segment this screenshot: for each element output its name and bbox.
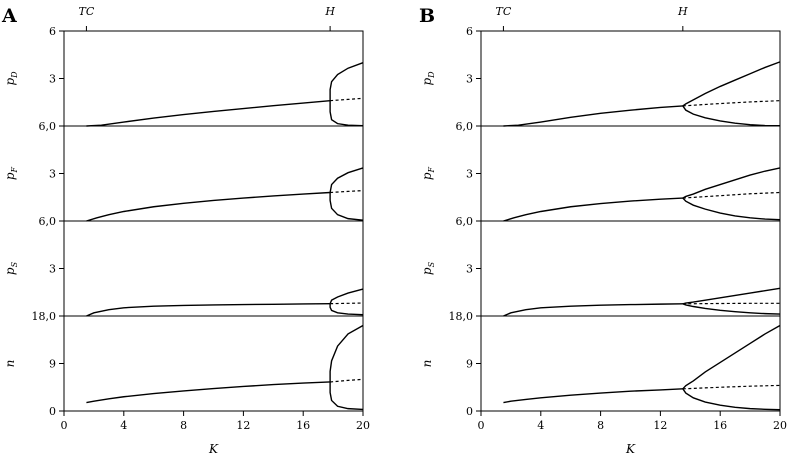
panel-b-pd-unstable-branch (682, 100, 781, 107)
panel-a-pf-stable-branch (86, 191, 331, 222)
panel-a-y-tick-label: 6 (49, 25, 56, 38)
panel-b-x-tick-label: 20 (773, 419, 787, 432)
panel-a-x-tick-label: 16 (296, 419, 310, 432)
panel-a-x-tick-label: 20 (356, 419, 370, 432)
panel-a-y-tick-label: 6,0 (39, 215, 57, 228)
panel-b-x-tick-label: 4 (537, 419, 544, 432)
panel-b-n-stable-branch (503, 388, 683, 404)
panel-b-ylabel-ps: pS (420, 261, 436, 275)
panel-a-pd-stable-branch (86, 99, 331, 127)
panel-b-letter: B (419, 5, 435, 27)
panel-a-x-tick-label: 8 (180, 419, 187, 432)
panel-b-x-tick-label: 12 (653, 419, 667, 432)
panel-a-ylabel-pd: pD (3, 71, 19, 86)
panel-a-y-tick-label: 6,0 (39, 120, 57, 133)
panel-a-y-tick-label: 3 (49, 73, 56, 86)
panel-a-ylabel-ps: pS (3, 261, 19, 275)
panel-b-y-tick-label: 3 (466, 168, 473, 181)
panel-a-ps-stable-branch (86, 302, 331, 317)
panel-b-top-label-h: H (677, 5, 688, 18)
panel-a-ps-stable-branch (329, 288, 364, 316)
panel-b-y-tick-label: 3 (466, 263, 473, 276)
panel-a-n-stable-branch (329, 324, 364, 411)
panel-a-y-tick-label: 3 (49, 168, 56, 181)
panel-a-y-tick-label: 9 (49, 358, 56, 371)
panel-b-ps-stable-branch (680, 287, 781, 315)
panel-b-y-tick-label: 6,0 (456, 120, 474, 133)
panel-b-x-tick-label: 16 (713, 419, 727, 432)
panel-a-x-tick-label: 12 (236, 419, 250, 432)
panel-b-y-tick-label: 0 (466, 405, 473, 418)
panel-a-x-axis-title: K (208, 442, 219, 456)
panel-b-y-tick-label: 9 (466, 358, 473, 371)
panel-b-y-tick-label: 6,0 (456, 215, 474, 228)
panel-b-pf-stable-branch (503, 197, 683, 222)
panel-b-ylabel-n: n (420, 360, 434, 368)
panel-a-x-tick-label: 4 (120, 419, 127, 432)
panel-a-y-tick-label: 3 (49, 263, 56, 276)
panel-a-ps-unstable-branch (330, 302, 364, 305)
panel-b-ps-stable-branch (503, 303, 683, 317)
panel-a-ylabel-n: n (3, 360, 17, 368)
panel-a-letter: A (1, 5, 17, 27)
panel-b-y-tick-label: 3 (466, 73, 473, 86)
panel-a-y-tick-label: 18,0 (32, 310, 57, 323)
panel-a-n-stable-branch (86, 381, 331, 404)
panel-b-y-tick-label: 18,0 (449, 310, 474, 323)
panel-b-ylabel-pd: pD (420, 71, 436, 86)
panel-a-x-tick-label: 0 (61, 419, 68, 432)
panel-b-ylabel-pf: pF (420, 166, 436, 180)
panel-b-pd-stable-branch (503, 105, 683, 127)
panel-a-pf-unstable-branch (330, 190, 364, 194)
panel-a-pd-stable-branch (329, 62, 364, 127)
panel-a-pd-unstable-branch (330, 97, 364, 102)
panel-a-n-unstable-branch (330, 378, 364, 383)
panel-b-x-axis-title: K (625, 442, 636, 456)
panel-b-top-label-tc: TC (496, 5, 512, 18)
panel-a-y-tick-label: 0 (49, 405, 56, 418)
panel-a-pf-stable-branch (329, 167, 364, 221)
panel-b-pd-stable-branch (681, 61, 781, 127)
panel-a-top-label-tc: TC (79, 5, 95, 18)
panel-a-top-label-h: H (324, 5, 335, 18)
panel-b-pf-unstable-branch (682, 191, 781, 199)
panel-b-pf-stable-branch (681, 167, 781, 221)
panel-b-n-stable-branch (681, 324, 781, 411)
panel-b-x-tick-label: 0 (478, 419, 485, 432)
panel-b-y-tick-label: 6 (466, 25, 473, 38)
panel-b-n-unstable-branch (682, 384, 781, 390)
panel-b-x-tick-label: 8 (597, 419, 604, 432)
panel-a-ylabel-pf: pF (3, 166, 19, 180)
